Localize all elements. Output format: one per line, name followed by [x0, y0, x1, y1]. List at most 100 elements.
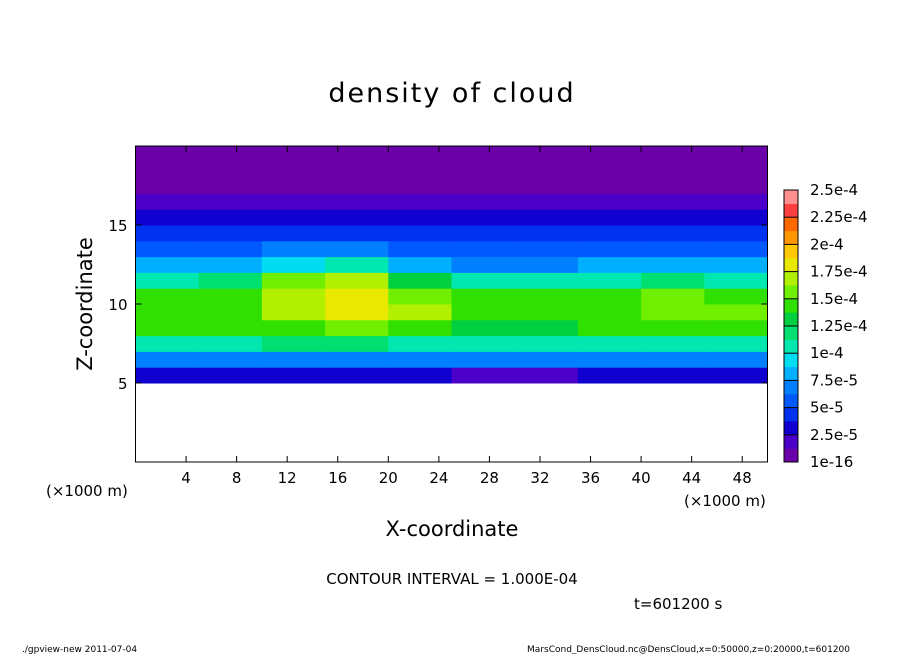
heat-cell	[451, 161, 516, 179]
colorbar-swatch	[784, 353, 798, 368]
heat-cell	[704, 367, 768, 384]
heat-cell	[388, 272, 452, 289]
heat-cell	[577, 256, 642, 273]
heat-cell	[388, 319, 452, 337]
x-tick-label: 44	[682, 469, 701, 487]
heat-cell	[388, 161, 452, 179]
heat-cell	[577, 319, 642, 337]
heat-cell	[514, 193, 579, 210]
heat-cell	[135, 209, 200, 226]
x-tick-label: 24	[429, 469, 448, 487]
heat-cell	[325, 146, 389, 163]
colorbar-label: 1.75e-4	[810, 263, 868, 281]
heat-cell	[261, 209, 326, 226]
colorbar-swatch	[784, 434, 798, 449]
heat-cell	[325, 193, 389, 210]
heat-cell	[641, 146, 705, 163]
x-tick-label: 40	[632, 469, 651, 487]
heat-cell	[577, 161, 642, 179]
heat-cell	[577, 177, 642, 194]
heat-cell	[514, 161, 579, 179]
heat-cell	[135, 256, 200, 273]
heat-cell	[261, 288, 326, 305]
heat-cell	[325, 240, 389, 258]
heat-cell	[198, 367, 263, 384]
heat-cell	[704, 193, 768, 210]
heat-cell	[135, 288, 200, 305]
heat-cell	[514, 319, 579, 337]
heat-cell	[451, 146, 516, 163]
heat-cell	[388, 146, 452, 163]
heat-cell	[704, 209, 768, 226]
heat-cell	[388, 193, 452, 210]
heat-cell	[514, 367, 579, 384]
heat-cell	[704, 288, 768, 305]
heat-cell	[261, 161, 326, 179]
heat-cell	[261, 240, 326, 258]
x-tick-label: 12	[278, 469, 297, 487]
x-tick-label: 4	[181, 469, 191, 487]
heat-cell	[261, 351, 326, 368]
heat-cell	[135, 146, 200, 163]
colorbar-swatch	[784, 217, 798, 232]
heat-cell	[388, 209, 452, 226]
heat-cell	[135, 240, 200, 258]
heat-cell	[641, 225, 705, 242]
x-tick-label: 32	[530, 469, 549, 487]
heat-cell	[641, 288, 705, 305]
x-tick-label: 16	[328, 469, 347, 487]
heat-cell	[198, 351, 263, 368]
heat-cell	[198, 304, 263, 321]
contour-note: CONTOUR INTERVAL = 1.000E-04	[326, 570, 577, 588]
heat-cell	[577, 304, 642, 321]
heat-cell	[514, 288, 579, 305]
heat-cell	[198, 146, 263, 163]
heat-cell	[198, 272, 263, 289]
heat-cell	[577, 240, 642, 258]
heat-cell	[325, 177, 389, 194]
colorbar-swatch	[784, 407, 798, 422]
heat-cell	[514, 256, 579, 273]
colorbar-label: 2e-4	[810, 235, 844, 253]
colorbar-label: 2.25e-4	[810, 208, 868, 226]
heat-cell	[388, 225, 452, 242]
heat-cell	[704, 225, 768, 242]
heat-cell	[514, 272, 579, 289]
heat-cell	[261, 272, 326, 289]
time-label: t=601200 s	[634, 595, 722, 613]
y-tick-label: 15	[108, 217, 127, 235]
heat-cell	[261, 146, 326, 163]
colorbar-swatch	[784, 298, 798, 313]
heat-cell	[514, 304, 579, 321]
heat-cell	[198, 335, 263, 352]
heat-cell	[261, 367, 326, 384]
heat-cell	[641, 177, 705, 194]
heat-cell	[641, 304, 705, 321]
colorbar-swatch	[784, 271, 798, 286]
y-tick-label: 5	[118, 375, 128, 393]
colorbar-label: 2.5e-5	[810, 426, 858, 444]
heat-cell	[198, 240, 263, 258]
heat-cell	[704, 319, 768, 337]
heat-cell	[641, 351, 705, 368]
colorbar-swatch	[784, 258, 798, 272]
colorbar-swatch	[784, 339, 798, 354]
heat-cell	[388, 240, 452, 258]
heat-cell	[135, 225, 200, 242]
y-unit: (×1000 m)	[46, 482, 128, 500]
heat-cell	[704, 146, 768, 163]
x-tick-label: 36	[581, 469, 600, 487]
heat-cell	[451, 367, 516, 384]
colorbar-swatch	[784, 326, 798, 340]
heat-cell	[704, 304, 768, 321]
heat-cell	[325, 304, 389, 321]
heat-cell	[577, 288, 642, 305]
colorbar-swatch	[784, 312, 798, 327]
heat-cell	[135, 161, 200, 179]
heat-cell	[388, 304, 452, 321]
colorbar-label: 7.5e-5	[810, 371, 858, 389]
heat-cell	[261, 193, 326, 210]
heat-cell	[198, 193, 263, 210]
x-tick-label: 48	[733, 469, 752, 487]
heat-cell	[325, 225, 389, 242]
